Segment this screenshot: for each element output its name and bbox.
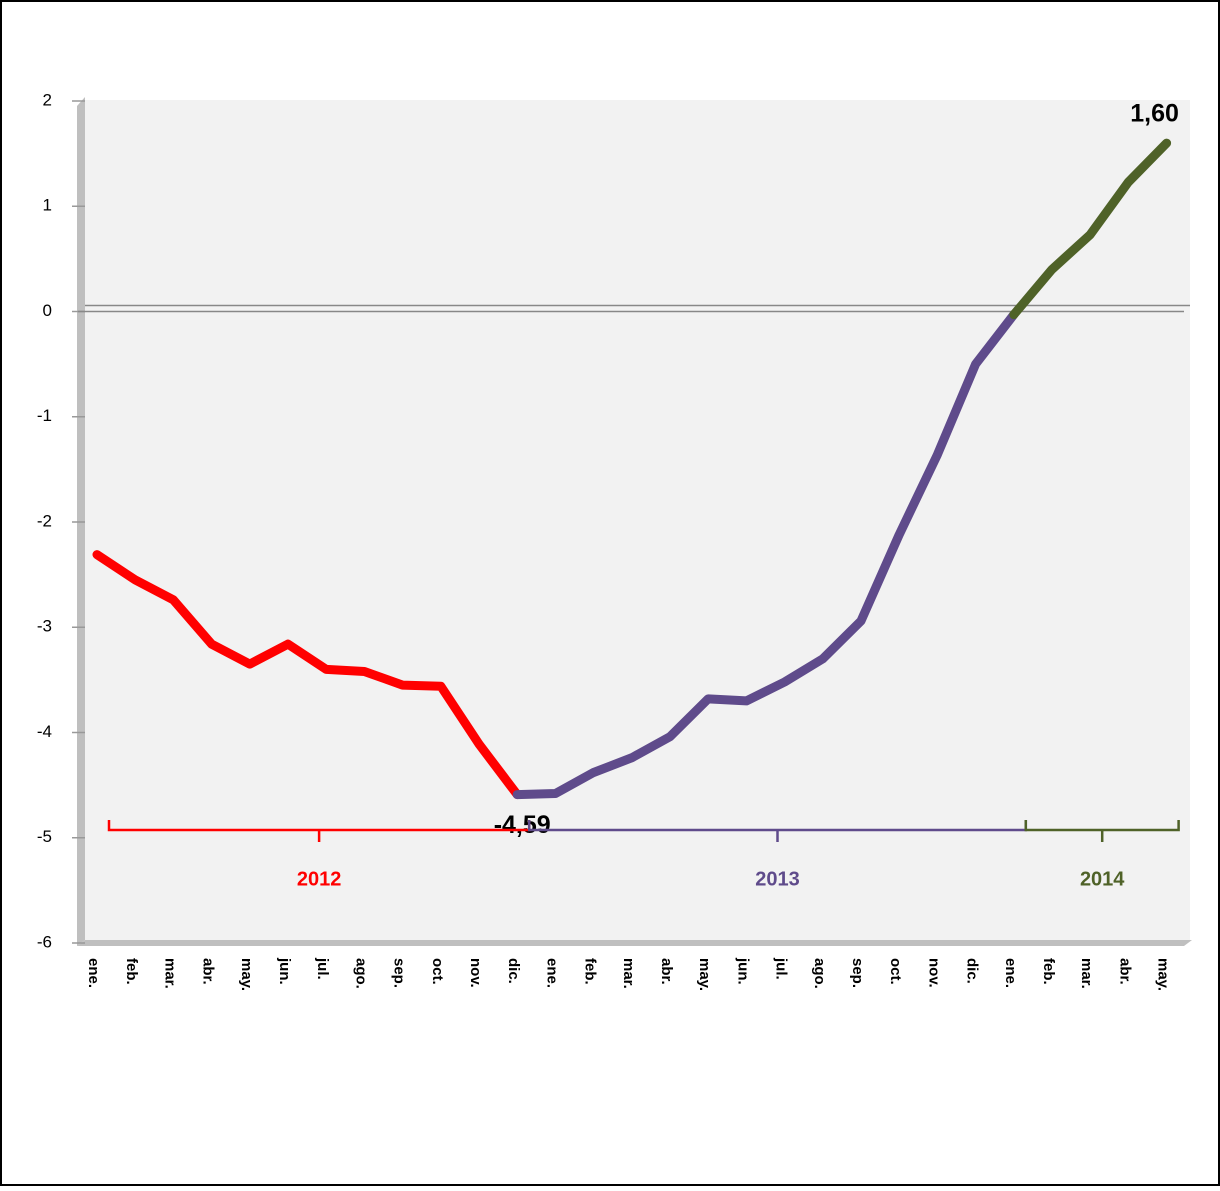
x-tick-label: ene. bbox=[1002, 958, 1019, 988]
x-tick-label: jul. bbox=[773, 957, 790, 980]
x-tick-label: nov. bbox=[467, 958, 484, 988]
x-tick-label: may. bbox=[238, 958, 255, 991]
x-tick-label: jun. bbox=[734, 957, 751, 985]
x-tick-label: may. bbox=[1155, 958, 1172, 991]
x-tick-label: feb. bbox=[123, 958, 140, 985]
x-tick-label: feb. bbox=[1040, 958, 1057, 985]
floor bbox=[77, 940, 1192, 946]
y-tick-label: 0 bbox=[43, 301, 52, 320]
x-tick-label: mar. bbox=[161, 958, 178, 989]
x-tick-label: may. bbox=[696, 958, 713, 991]
x-tick-label: sep. bbox=[849, 958, 866, 988]
x-tick-label: nov. bbox=[925, 958, 942, 988]
x-tick-label: ene. bbox=[85, 958, 102, 988]
y-tick-label: 2 bbox=[43, 90, 52, 109]
y-tick-label: -1 bbox=[37, 406, 52, 425]
x-tick-label: ene. bbox=[543, 958, 560, 988]
y-tick-label: -2 bbox=[37, 511, 52, 530]
year-bracket bbox=[1024, 820, 1180, 842]
x-tick-label: dic. bbox=[505, 958, 522, 984]
y-tick-label: -3 bbox=[37, 617, 52, 636]
year-label: 2013 bbox=[755, 868, 800, 890]
series-line bbox=[92, 550, 522, 800]
x-tick-label: oct. bbox=[429, 958, 446, 985]
x-tick-label: dic. bbox=[964, 958, 981, 984]
y-tick-label: -6 bbox=[37, 932, 52, 951]
x-tick-label: jul. bbox=[314, 957, 331, 980]
y-tick-label: 1 bbox=[43, 196, 52, 215]
plot-area bbox=[85, 100, 1190, 940]
x-tick-label: oct. bbox=[887, 958, 904, 985]
x-tick-label: feb. bbox=[582, 958, 599, 985]
x-tick-label: ago. bbox=[811, 958, 828, 989]
x-tick-label: sep. bbox=[391, 958, 408, 988]
y-tick-label: -5 bbox=[37, 827, 52, 846]
x-tick-label: mar. bbox=[1078, 958, 1095, 989]
x-tick-label: mar. bbox=[620, 958, 637, 989]
data-label: 1,60 bbox=[1130, 100, 1179, 128]
year-label: 2014 bbox=[1080, 868, 1125, 890]
series-line bbox=[512, 310, 1019, 800]
y-tick-label: -4 bbox=[37, 722, 52, 741]
year-label: 2012 bbox=[297, 868, 342, 890]
x-tick-label: jun. bbox=[276, 957, 293, 985]
series-line bbox=[1009, 138, 1172, 320]
x-tick-label: abr. bbox=[658, 958, 675, 985]
x-tick-label: ago. bbox=[352, 958, 369, 989]
x-tick-label: abr. bbox=[1116, 958, 1133, 985]
data-label: -4,59 bbox=[494, 811, 551, 839]
x-tick-label: abr. bbox=[200, 958, 217, 985]
